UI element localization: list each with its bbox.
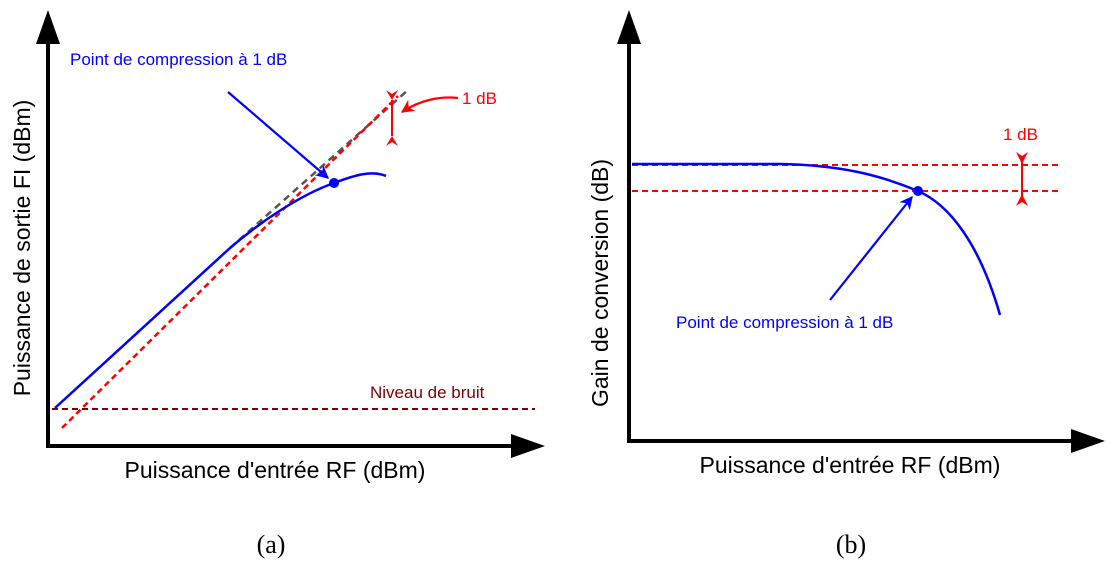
- panel-b-y-axis-label: Gain de conversion (dB): [587, 159, 613, 407]
- panel-b-x-axis-label: Puissance d'entrée RF (dBm): [700, 452, 1001, 478]
- panel-b-x-arrow-icon: [1071, 429, 1105, 453]
- panel-a-1db-marker: [386, 90, 398, 146]
- panel-b-axes: [617, 10, 1105, 453]
- panel-a-y-axis-label: Puissance de sortie FI (dBm): [9, 100, 35, 397]
- panel-a-output-curve: [54, 172, 387, 409]
- panel-a-noise-label: Niveau de bruit: [370, 383, 485, 402]
- panel-a-y-arrow-icon: [36, 10, 60, 44]
- panel-b-caption: (b): [836, 530, 866, 559]
- panel-a-x-axis-label: Puissance d'entrée RF (dBm): [125, 457, 426, 483]
- panel-b-gain-curve: [632, 162, 1002, 316]
- panel-a-offset-line: [61, 95, 399, 429]
- panel-a-x-arrow-icon: [511, 434, 545, 458]
- panel-a-1db-label: 1 dB: [462, 89, 497, 108]
- panel-b-1db-label: 1 dB: [1003, 125, 1038, 144]
- panel-a-1db-arrow-icon: [400, 96, 459, 113]
- panel-a-caption: (a): [257, 530, 286, 559]
- panel-a-compression-point: [329, 178, 339, 188]
- panel-a-compression-label: Point de compression à 1 dB: [70, 50, 287, 69]
- panel-a-axes: [36, 10, 545, 458]
- panel-b: 1 dB Point de compression à 1 dB Puissan…: [587, 10, 1105, 559]
- panel-b-compression-label: Point de compression à 1 dB: [676, 313, 893, 332]
- panel-b-y-arrow-icon: [617, 10, 641, 44]
- panel-a-compression-arrow-icon: [227, 91, 330, 179]
- panel-b-1db-marker: [1016, 152, 1028, 206]
- panel-a: Niveau de bruit Point de compression à 1…: [9, 10, 545, 559]
- panel-b-compression-arrow-icon: [829, 195, 913, 301]
- panel-b-compression-point: [913, 186, 923, 196]
